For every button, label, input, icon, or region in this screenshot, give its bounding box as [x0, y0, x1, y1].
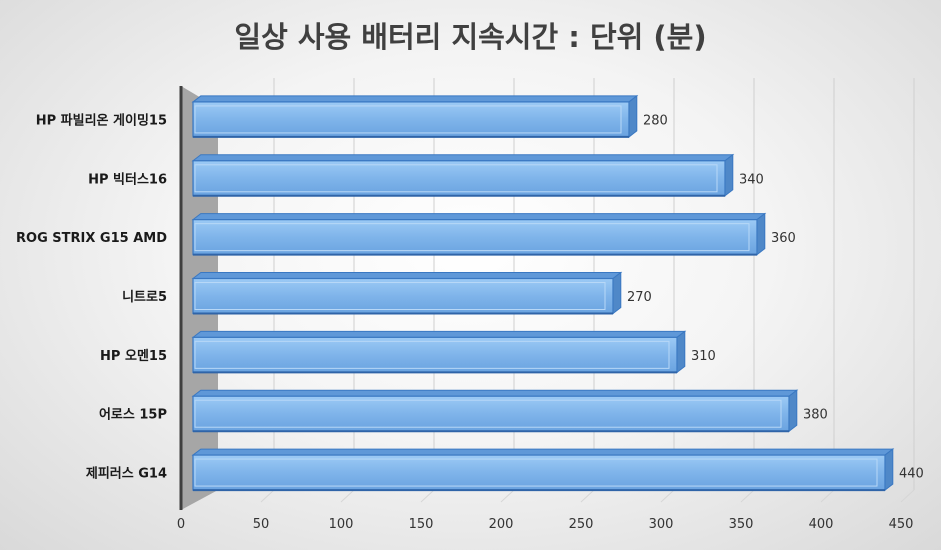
bar-end: [628, 94, 638, 138]
floor-gridline: [420, 489, 435, 503]
floor-gridline: [660, 489, 675, 503]
bar: [192, 395, 790, 432]
bar-inner: [194, 399, 782, 428]
bar-end: [676, 330, 686, 374]
data-label: 340: [739, 172, 764, 187]
bar-end: [788, 389, 798, 433]
bar-top: [191, 154, 735, 162]
bar-top: [191, 213, 767, 221]
category-label: HP 빅터스16: [88, 171, 167, 187]
floor-gridline: [340, 489, 355, 503]
bar-end: [884, 448, 894, 492]
bar-inner: [194, 223, 750, 252]
chart-title: 일상 사용 배터리 지속시간 : 단위 (분): [234, 20, 707, 54]
bar-top: [191, 389, 799, 397]
bar-top: [191, 448, 895, 456]
floor-gridline: [580, 489, 595, 503]
bar-inner: [194, 282, 606, 310]
bar-end: [756, 212, 766, 256]
x-tick-label: 450: [889, 517, 914, 532]
floor-gridline: [260, 489, 275, 503]
bar-inner: [194, 340, 670, 369]
floor-gridline: [820, 489, 835, 503]
bar-end: [724, 153, 734, 197]
x-tick-label: 300: [649, 517, 674, 532]
bar-top: [191, 330, 687, 338]
bar-inner: [194, 458, 878, 487]
bar-inner: [194, 164, 718, 193]
x-tick-label: 250: [569, 517, 594, 532]
x-tick-label: 150: [409, 517, 434, 532]
data-label: 440: [899, 467, 924, 482]
x-tick-label: 400: [809, 517, 834, 532]
floor-gridline: [740, 489, 755, 503]
x-tick-label: 100: [329, 517, 354, 532]
data-label: 310: [691, 349, 716, 364]
bar: [192, 277, 614, 315]
category-label: ROG STRIX G15 AMD: [16, 231, 167, 246]
bar: [192, 454, 886, 491]
category-label: 어로스 15P: [99, 407, 167, 423]
floor-gridline: [500, 489, 515, 503]
bar-end: [612, 271, 622, 315]
x-tick-label: 350: [729, 517, 754, 532]
x-tick-label: 50: [253, 517, 270, 532]
category-label: 제피러스 G14: [86, 466, 167, 482]
data-label: 360: [771, 231, 796, 246]
floor-gridline: [900, 489, 915, 503]
x-tick-label: 200: [489, 517, 514, 532]
bar-inner: [194, 105, 622, 134]
data-label: 280: [643, 113, 668, 128]
bar-top: [191, 95, 639, 103]
bar: [192, 160, 726, 197]
category-label: 니트로5: [122, 290, 167, 305]
bar: [192, 336, 678, 373]
x-tick-label: 0: [177, 517, 185, 532]
data-label: 380: [803, 408, 828, 423]
bar-top: [191, 272, 623, 279]
data-label: 270: [627, 290, 652, 305]
category-label: HP 파빌리온 게이밍15: [36, 112, 167, 128]
bar: [192, 101, 630, 138]
category-label: HP 오멘15: [100, 348, 167, 364]
bar: [192, 219, 758, 256]
